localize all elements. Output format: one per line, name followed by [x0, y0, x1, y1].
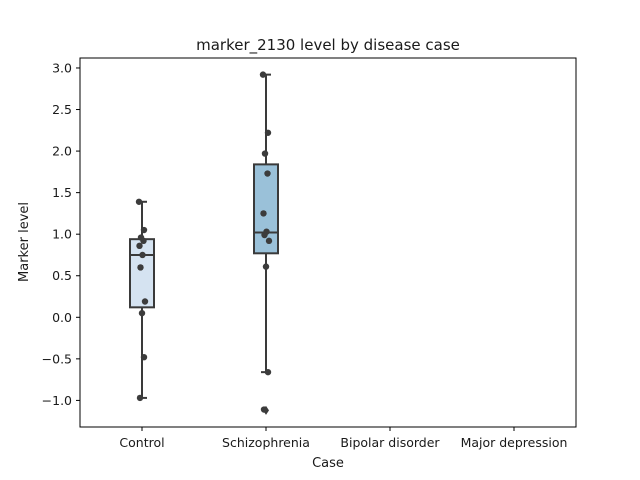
data-point	[136, 394, 144, 402]
y-axis-label: Marker level	[17, 202, 32, 282]
x-tick-label-bipolar-disorder: Bipolar disorder	[340, 435, 440, 450]
boxes-layer	[129, 71, 279, 415]
y-tick-label: 0.0	[52, 310, 72, 325]
y-tick-label: −1.0	[42, 393, 72, 408]
plot-area	[79, 57, 577, 428]
data-point	[262, 263, 270, 270]
data-point	[140, 226, 148, 234]
data-point	[259, 71, 267, 78]
data-point	[261, 231, 268, 239]
chart-title: marker_2130 level by disease case	[196, 36, 460, 55]
x-axis: Control Schizophrenia Bipolar disorder Majo…	[119, 427, 567, 450]
data-point	[264, 129, 272, 136]
data-point	[140, 237, 147, 245]
box-schizophrenia	[253, 71, 279, 415]
data-point	[264, 170, 271, 177]
data-point	[141, 298, 149, 305]
y-tick-label: 2.0	[52, 144, 72, 159]
x-axis-label: Case	[312, 456, 344, 471]
data-point	[260, 210, 267, 217]
data-point	[140, 353, 148, 361]
data-point	[264, 368, 272, 376]
data-point	[136, 242, 143, 250]
x-tick-label-major-depression: Major depression	[461, 435, 568, 450]
y-tick-label: 1.5	[52, 185, 72, 200]
data-point	[137, 264, 144, 271]
y-tick-label: 3.0	[52, 60, 72, 75]
box-control	[129, 198, 155, 402]
y-tick-label: 2.5	[52, 102, 72, 117]
x-tick-label-schizophrenia: Schizophrenia	[222, 435, 310, 450]
y-tick-label: 0.5	[52, 268, 72, 283]
data-point	[261, 150, 269, 157]
data-point	[138, 309, 146, 317]
iqr-box	[129, 238, 155, 309]
data-point	[265, 237, 273, 245]
iqr-box	[253, 163, 279, 255]
data-point	[260, 406, 268, 413]
y-tick-label: 1.0	[52, 227, 72, 242]
data-point	[135, 198, 143, 205]
y-axis: −1.0 −0.5 0.0 0.5 1.0 1.5 2.0 2.5 3.0	[42, 60, 80, 408]
data-point	[139, 251, 146, 259]
y-tick-label: −0.5	[42, 351, 72, 366]
x-tick-label-control: Control	[119, 435, 164, 450]
